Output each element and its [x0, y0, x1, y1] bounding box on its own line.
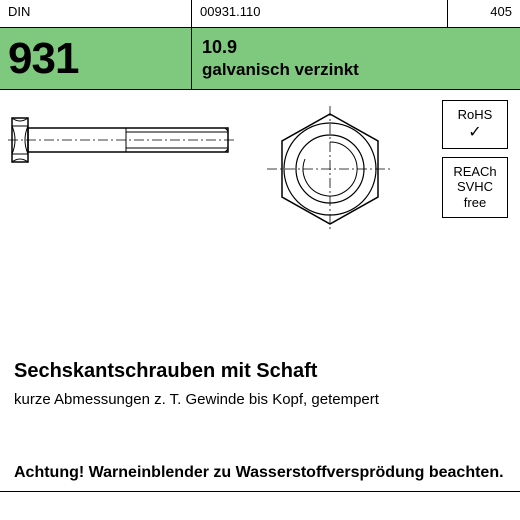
spec-details: 10.9 galvanisch verzinkt [192, 28, 520, 89]
reach-line1: REACh [447, 164, 503, 180]
rohs-badge: RoHS ✓ [442, 100, 508, 149]
strength-class: 10.9 [202, 37, 510, 58]
coating: galvanisch verzinkt [202, 60, 510, 80]
reach-line2: SVHC [447, 179, 503, 195]
description-block: Sechskantschrauben mit Schaft kurze Abme… [0, 360, 520, 410]
hex-front-view [265, 104, 395, 234]
description-text: kurze Abmessungen z. T. Gewinde bis Kopf… [14, 389, 506, 410]
header-ref: 405 [448, 0, 520, 27]
description-title: Sechskantschrauben mit Schaft [14, 360, 506, 383]
din-number-cell: 931 [0, 28, 192, 89]
reach-line3: free [447, 195, 503, 211]
reach-badge: REACh SVHC free [442, 157, 508, 218]
header-row: DIN 00931.110 405 [0, 0, 520, 28]
din-number: 931 [8, 34, 78, 84]
header-code: 00931.110 [192, 0, 448, 27]
compliance-badges: RoHS ✓ REACh SVHC free [442, 100, 508, 218]
rohs-check-icon: ✓ [447, 123, 503, 142]
bottom-divider [0, 491, 520, 492]
warning-block: Achtung! Warneinblender zu Wasserstoffve… [14, 463, 506, 484]
spec-band: 931 10.9 galvanisch verzinkt [0, 28, 520, 90]
header-standard: DIN [0, 0, 192, 27]
warning-text: Achtung! Warneinblender zu Wasserstoffve… [14, 463, 506, 484]
bolt-side-view [8, 108, 238, 178]
rohs-label: RoHS [447, 107, 503, 123]
